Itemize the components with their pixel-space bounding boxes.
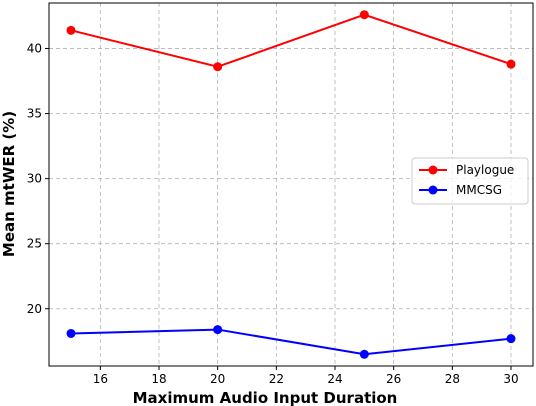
x-tick-label: 18 <box>151 372 166 386</box>
x-tick-label: 20 <box>210 372 225 386</box>
legend-marker-playlogue <box>428 165 438 175</box>
data-point-playlogue <box>359 10 369 20</box>
y-tick-label: 20 <box>27 302 42 316</box>
legend: Playlogue MMCSG <box>411 157 529 205</box>
y-tick-label: 40 <box>27 42 42 56</box>
legend-marker-mmcsg <box>428 185 438 195</box>
data-point-mmcsg <box>506 334 516 344</box>
axis-ticks: 16 18 20 22 24 26 28 30 20 25 30 35 40 <box>27 42 519 386</box>
plot-frame <box>48 2 534 367</box>
x-axis-label: Maximum Audio Input Duration <box>133 389 398 406</box>
data-point-playlogue <box>506 59 516 69</box>
series-line-playlogue <box>70 13 512 68</box>
data-point-mmcsg <box>359 349 369 359</box>
x-tick-label: 24 <box>327 372 342 386</box>
x-tick-label: 28 <box>445 372 460 386</box>
x-tick-label: 26 <box>386 372 401 386</box>
x-tick-label: 16 <box>93 372 108 386</box>
data-point-playlogue <box>66 25 76 35</box>
x-tick-label: 22 <box>269 372 284 386</box>
grid-lines <box>49 3 533 366</box>
y-tick-label: 25 <box>27 237 42 251</box>
legend-label-playlogue: Playlogue <box>456 163 514 177</box>
series-layer <box>66 10 516 359</box>
series-line-mmcsg <box>70 328 512 356</box>
data-point-playlogue <box>213 62 223 72</box>
legend-label-mmcsg: MMCSG <box>456 183 502 197</box>
data-point-mmcsg <box>66 328 76 338</box>
data-point-mmcsg <box>213 325 223 335</box>
y-tick-label: 35 <box>27 107 42 121</box>
y-axis-label: Mean mtWER (%) <box>0 111 18 257</box>
y-tick-label: 30 <box>27 172 42 186</box>
x-tick-label: 30 <box>503 372 518 386</box>
